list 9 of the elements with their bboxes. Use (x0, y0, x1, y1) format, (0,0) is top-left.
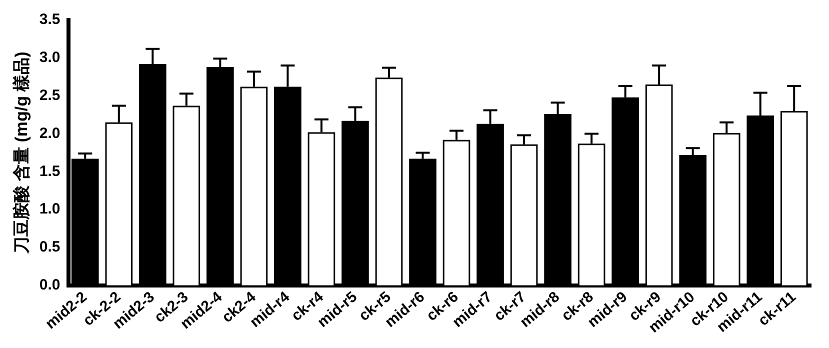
y-tick-label: 0.5 (39, 238, 60, 256)
y-tick-label: 2.0 (39, 124, 60, 142)
y-tick-label: 3.5 (39, 11, 60, 28)
y-tick-label: 3.0 (39, 49, 60, 66)
y-tick-label: 1.0 (39, 200, 60, 218)
y-tick-label: 1.5 (39, 162, 60, 180)
y-tick-label: 0.0 (39, 276, 60, 294)
y-tick-label: 2.5 (39, 86, 60, 104)
y-axis-title: 刀豆胺酸 含量 (mg/g 樣品) (12, 52, 31, 255)
